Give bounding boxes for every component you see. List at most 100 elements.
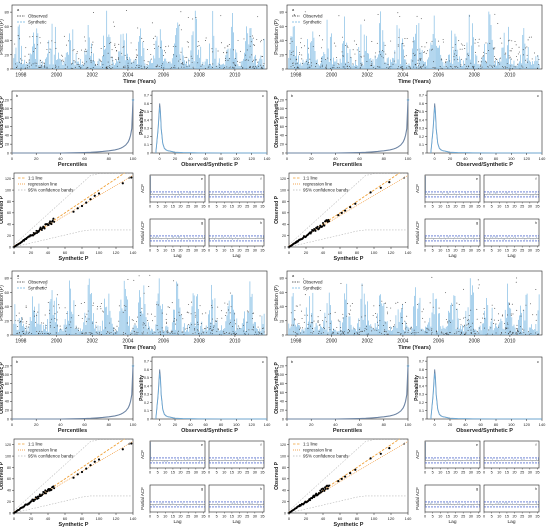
observed-point [381, 55, 383, 57]
observed-point [249, 45, 251, 47]
observed-point [397, 331, 399, 333]
observed-point [442, 332, 444, 334]
qq-point [53, 487, 56, 490]
prob-y-tick-label: 0.4 [144, 384, 149, 388]
observed-point [49, 332, 51, 334]
observed-point [186, 41, 188, 43]
qq-point [344, 475, 347, 478]
observed-point [483, 313, 485, 315]
observed-point [205, 67, 206, 69]
observed-point [361, 330, 363, 332]
observed-point [90, 59, 92, 61]
observed-point [220, 15, 222, 17]
observed-point [219, 64, 220, 66]
pct-y-axis-label: Observed/Synthetic P [0, 361, 5, 413]
observed-point [100, 308, 102, 310]
observed-point [212, 330, 214, 332]
observed-point [342, 55, 344, 57]
observed-point [323, 332, 325, 334]
observed-point [421, 66, 423, 68]
observed-point [350, 67, 352, 69]
observed-point [75, 326, 77, 328]
observed-point [165, 321, 167, 323]
observed-point [418, 65, 420, 67]
observed-point [495, 58, 497, 60]
observed-point [347, 329, 349, 331]
observed-point [47, 302, 49, 304]
observed-point [90, 52, 92, 53]
observed-point [367, 333, 369, 335]
observed-point [211, 305, 213, 307]
qq-x-tick-label: 0 [288, 250, 291, 255]
observed-point [403, 56, 405, 58]
prob-x-tick-label: 80 [219, 156, 224, 161]
pct-y-tick-label: 40 [5, 400, 9, 404]
observed-point [449, 321, 451, 323]
observed-point [242, 67, 244, 69]
pct-y-tick-label: 60 [5, 125, 9, 129]
observed-point [458, 331, 460, 333]
observed-point [307, 47, 309, 49]
observed-point [446, 333, 448, 335]
prob-y-tick-label: 0.2 [144, 135, 149, 139]
observed-point [84, 316, 86, 318]
observed-point [468, 55, 469, 57]
observed-point [168, 45, 169, 47]
prob-y-tick-label: 0 [422, 151, 424, 155]
observed-point [510, 65, 512, 67]
observed-point [327, 333, 329, 335]
observed-point [152, 37, 154, 39]
observed-point [421, 311, 423, 313]
qq-point [121, 448, 124, 451]
observed-point [530, 332, 532, 334]
observed-point [311, 65, 313, 67]
observed-point [333, 66, 335, 68]
observed-point [101, 67, 103, 68]
prob-y-tick-label: 0.6 [144, 102, 149, 106]
observed-point [260, 333, 262, 334]
prob-y-tick-label: 0.7 [144, 94, 149, 98]
observed-series [289, 11, 540, 70]
acf-x-tick-label: 25 [520, 205, 524, 209]
observed-point [246, 59, 248, 61]
observed-point [211, 333, 213, 335]
observed-point [180, 51, 182, 53]
observed-point [53, 327, 55, 328]
observed-point [141, 68, 143, 70]
observed-point [384, 329, 386, 331]
observed-point [110, 67, 112, 69]
observed-point [485, 53, 487, 55]
observed-point [171, 66, 172, 68]
observed-point [82, 61, 84, 63]
observed-point [400, 66, 402, 68]
pct-x-axis-label: Percentiles [58, 162, 87, 168]
observed-point [127, 62, 129, 64]
observed-point [225, 57, 226, 59]
observed-point [372, 315, 374, 317]
observed-point [296, 66, 298, 68]
observed-point [92, 66, 94, 68]
observed-point [237, 60, 238, 62]
observed-point [384, 303, 386, 305]
pct-x-tick-label: 0 [11, 422, 14, 427]
observed-point [22, 330, 24, 332]
acf-x-tick-label: 35 [535, 471, 539, 475]
acf-x-tick-label: 30 [528, 515, 532, 519]
prob-x-tick-label: 0 [434, 422, 437, 427]
observed-point [453, 59, 455, 61]
observed-point [360, 65, 362, 67]
observed-point [44, 67, 46, 68]
acf-x-tick-label: 25 [245, 515, 249, 519]
qq-x-tick-label: 60 [338, 250, 343, 255]
observed-point [63, 60, 65, 62]
observed-point [421, 67, 422, 69]
observed-point [262, 67, 264, 69]
observed-point [60, 54, 62, 56]
observed-point [458, 40, 460, 42]
acf-x-tick-label: 15 [446, 249, 450, 253]
acf-x-axis-label: Lag [232, 519, 240, 525]
observed-point [167, 306, 169, 308]
observed-point [502, 66, 504, 67]
observed-point [107, 66, 109, 68]
ts-x-tick-label: 2008 [469, 339, 480, 345]
